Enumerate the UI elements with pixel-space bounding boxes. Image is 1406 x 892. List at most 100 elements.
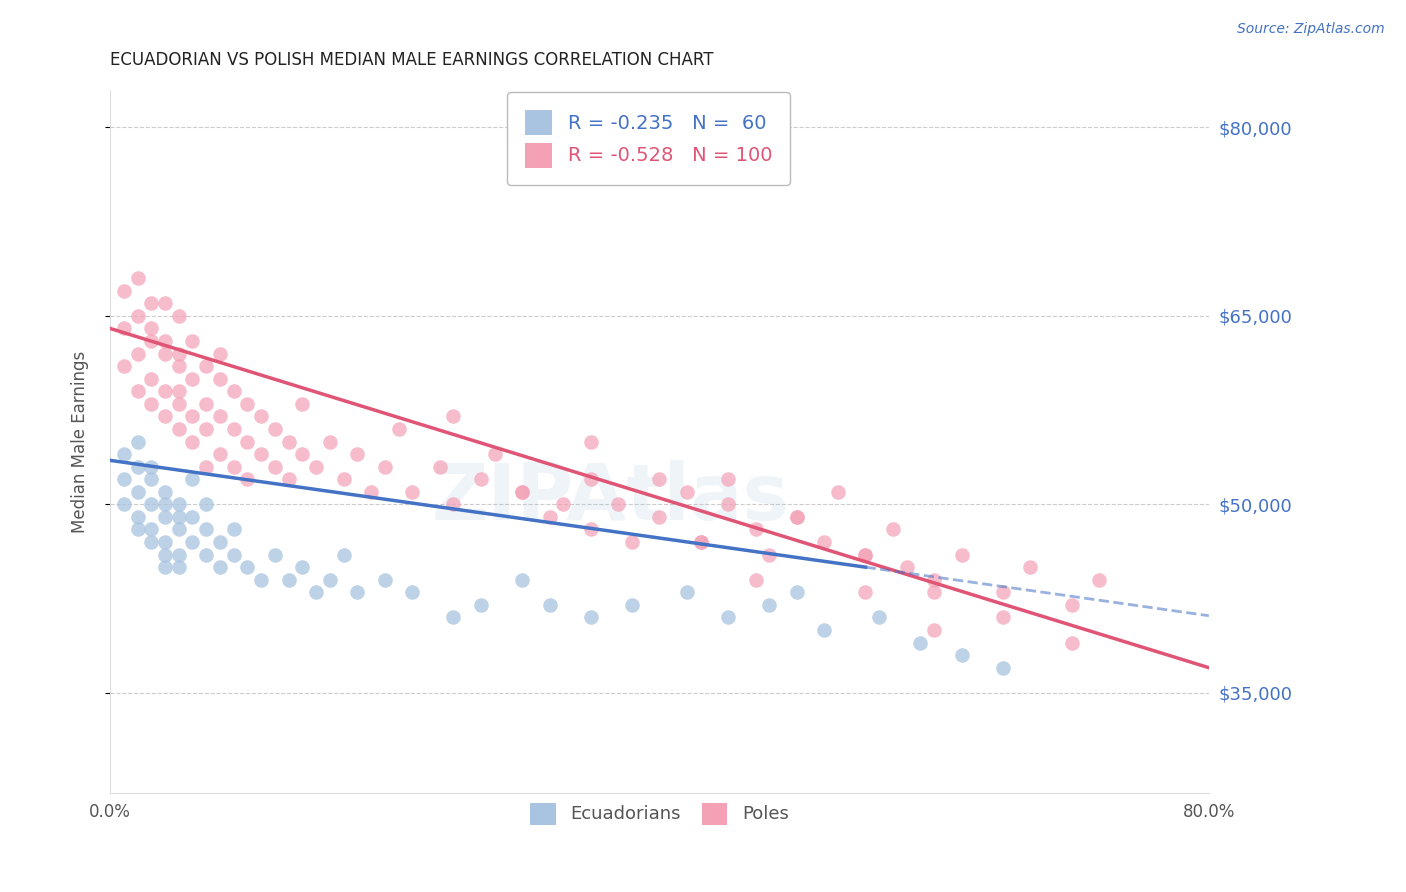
Point <box>127 459 149 474</box>
Text: Source: ZipAtlas.com: Source: ZipAtlas.com <box>1237 22 1385 37</box>
Point <box>264 422 287 436</box>
Point <box>717 472 740 486</box>
Point <box>346 585 368 599</box>
Point <box>443 497 465 511</box>
Point <box>332 548 354 562</box>
Point <box>470 472 492 486</box>
Point <box>153 497 176 511</box>
Point <box>236 560 259 574</box>
Legend: Ecuadorians, Poles: Ecuadorians, Poles <box>522 794 797 834</box>
Point <box>470 598 492 612</box>
Point <box>141 523 163 537</box>
Point <box>195 523 218 537</box>
Point <box>264 459 287 474</box>
Point <box>950 548 973 562</box>
Point <box>127 484 149 499</box>
Point <box>195 548 218 562</box>
Point <box>744 573 766 587</box>
Point <box>401 484 423 499</box>
Point <box>319 573 342 587</box>
Point <box>676 484 699 499</box>
Point <box>346 447 368 461</box>
Point <box>167 560 190 574</box>
Point <box>153 535 176 549</box>
Point <box>153 296 176 310</box>
Point <box>1060 598 1083 612</box>
Point <box>127 384 149 399</box>
Point <box>167 497 190 511</box>
Point <box>141 296 163 310</box>
Point <box>607 497 630 511</box>
Point <box>181 334 204 348</box>
Point <box>167 359 190 373</box>
Point <box>141 334 163 348</box>
Point <box>236 434 259 449</box>
Point <box>208 560 231 574</box>
Point <box>689 535 711 549</box>
Point <box>277 472 299 486</box>
Point <box>305 459 328 474</box>
Point <box>153 548 176 562</box>
Point <box>167 523 190 537</box>
Point <box>195 359 218 373</box>
Point <box>222 548 245 562</box>
Point <box>250 447 273 461</box>
Point <box>579 523 602 537</box>
Point <box>250 573 273 587</box>
Point <box>360 484 382 499</box>
Point <box>950 648 973 662</box>
Point <box>222 384 245 399</box>
Point <box>910 635 932 649</box>
Point <box>538 598 561 612</box>
Point <box>620 598 643 612</box>
Point <box>922 585 945 599</box>
Point <box>153 334 176 348</box>
Point <box>786 509 808 524</box>
Point <box>717 610 740 624</box>
Point <box>153 409 176 424</box>
Point <box>167 346 190 360</box>
Point <box>868 610 890 624</box>
Point <box>896 560 918 574</box>
Point <box>855 548 877 562</box>
Point <box>319 434 342 449</box>
Point <box>127 434 149 449</box>
Point <box>510 484 533 499</box>
Point <box>236 472 259 486</box>
Point <box>208 535 231 549</box>
Point <box>112 284 135 298</box>
Point <box>510 573 533 587</box>
Point <box>208 346 231 360</box>
Point <box>250 409 273 424</box>
Point <box>813 623 835 637</box>
Point <box>648 509 671 524</box>
Point <box>538 509 561 524</box>
Point <box>374 459 396 474</box>
Point <box>991 610 1014 624</box>
Point <box>553 497 575 511</box>
Point <box>127 271 149 285</box>
Point <box>112 472 135 486</box>
Point <box>127 309 149 323</box>
Point <box>167 397 190 411</box>
Point <box>689 535 711 549</box>
Point <box>676 585 699 599</box>
Point <box>195 459 218 474</box>
Point <box>222 523 245 537</box>
Point <box>855 585 877 599</box>
Point <box>813 535 835 549</box>
Point <box>167 309 190 323</box>
Point <box>1088 573 1111 587</box>
Y-axis label: Median Male Earnings: Median Male Earnings <box>72 351 89 533</box>
Point <box>208 447 231 461</box>
Point <box>1019 560 1042 574</box>
Point <box>1060 635 1083 649</box>
Point <box>922 573 945 587</box>
Point <box>181 372 204 386</box>
Point <box>991 585 1014 599</box>
Point <box>443 409 465 424</box>
Point <box>127 509 149 524</box>
Point <box>855 548 877 562</box>
Point <box>744 523 766 537</box>
Point <box>579 472 602 486</box>
